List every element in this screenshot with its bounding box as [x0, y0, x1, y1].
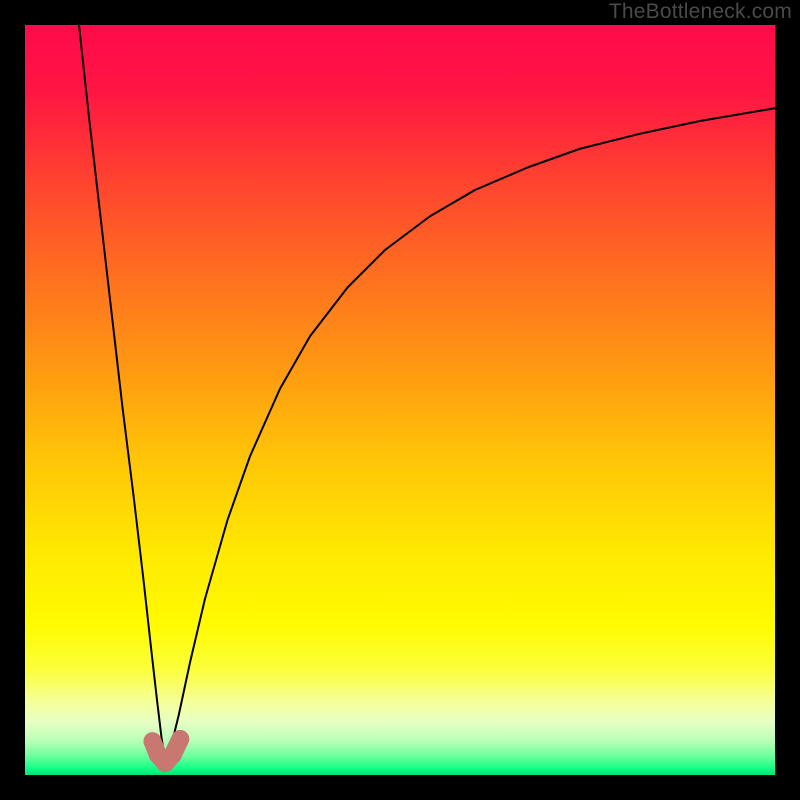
minimum-marker-connector [173, 739, 181, 755]
plot-area [25, 25, 775, 775]
watermark-text: TheBottleneck.com [609, 0, 800, 24]
gradient-background [25, 25, 775, 775]
chart-frame: TheBottleneck.com [0, 0, 800, 800]
chart-svg [25, 25, 775, 775]
